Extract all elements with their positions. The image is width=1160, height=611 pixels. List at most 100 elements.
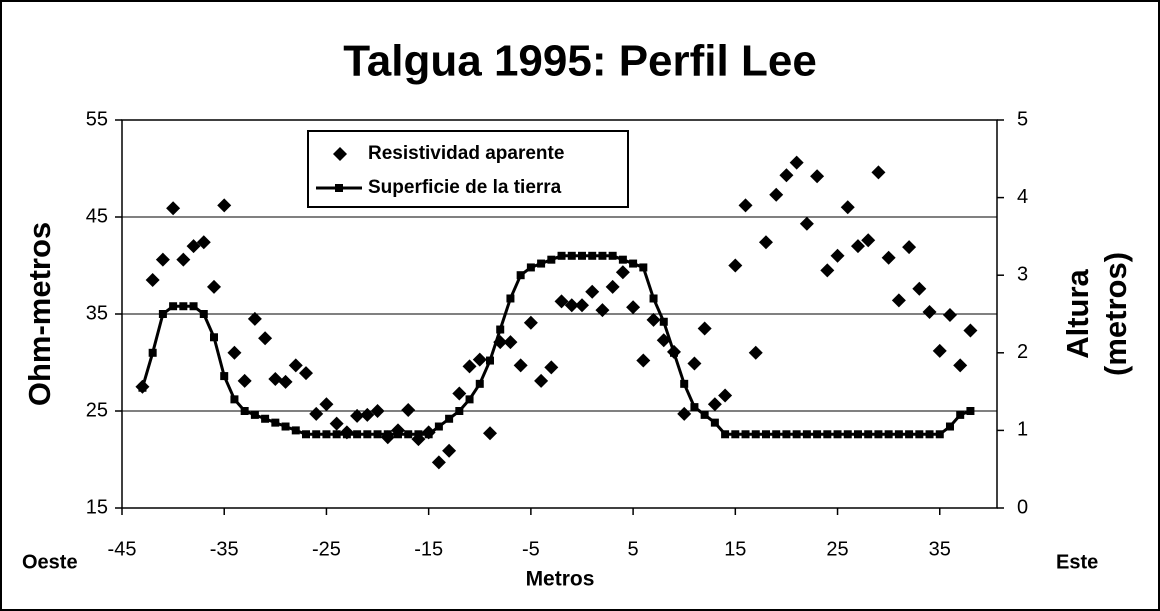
- point: [462, 359, 477, 374]
- line-marker: [751, 430, 760, 439]
- point: [534, 373, 549, 388]
- line-marker: [915, 430, 924, 439]
- line-marker: [680, 379, 689, 388]
- line-marker: [342, 430, 351, 439]
- line-marker: [874, 430, 883, 439]
- line-marker: [577, 251, 586, 260]
- line-marker: [598, 251, 607, 260]
- line-marker: [690, 403, 699, 412]
- point: [206, 279, 221, 294]
- point: [360, 407, 375, 422]
- y2-tick-label: 0: [1017, 496, 1028, 518]
- point: [227, 345, 242, 360]
- point: [472, 352, 487, 367]
- point: [503, 335, 518, 350]
- point: [605, 279, 620, 294]
- y-tick-label: 25: [86, 399, 108, 421]
- line-marker: [537, 259, 546, 268]
- line-marker: [169, 302, 178, 311]
- line-marker: [158, 310, 167, 318]
- point: [595, 303, 610, 318]
- point: [176, 252, 191, 267]
- point: [850, 239, 865, 254]
- point: [718, 388, 733, 403]
- line-marker: [567, 251, 576, 260]
- x-tick-label: 35: [929, 538, 951, 560]
- y2-tick-label: 2: [1017, 341, 1028, 363]
- line-marker: [404, 430, 413, 439]
- point: [707, 397, 722, 412]
- point: [452, 386, 467, 401]
- point: [932, 343, 947, 358]
- point: [482, 426, 497, 441]
- x-tick-label: -45: [108, 538, 137, 560]
- point: [145, 273, 160, 288]
- point: [401, 403, 416, 418]
- line-marker: [291, 426, 300, 435]
- point: [687, 356, 702, 371]
- point: [912, 281, 927, 296]
- point: [942, 307, 957, 322]
- line-marker: [209, 333, 218, 342]
- point: [442, 443, 457, 458]
- point: [902, 240, 917, 255]
- point: [564, 298, 579, 313]
- line-marker: [312, 430, 321, 439]
- point: [861, 233, 876, 248]
- point: [247, 311, 262, 326]
- line-marker: [434, 422, 443, 431]
- point: [574, 298, 589, 313]
- x-axis-label: Metros: [526, 568, 595, 591]
- point: [830, 248, 845, 263]
- point: [840, 200, 855, 215]
- plot-area: [121, 119, 998, 509]
- y-tick-label: 15: [86, 496, 108, 518]
- line-marker: [966, 407, 975, 415]
- y2-tick-label: 5: [1017, 108, 1028, 130]
- line-marker: [608, 251, 617, 260]
- x-tick-label: 15: [724, 538, 746, 560]
- point: [196, 235, 211, 250]
- point: [370, 404, 385, 418]
- point: [728, 258, 743, 273]
- point: [626, 300, 641, 315]
- point: [288, 358, 303, 373]
- y-tick-label: 55: [86, 108, 108, 130]
- line-marker: [935, 430, 944, 439]
- point: [431, 455, 446, 470]
- line-marker: [588, 251, 597, 260]
- line-marker: [700, 410, 709, 419]
- line-marker: [731, 430, 740, 439]
- line-marker: [884, 430, 893, 439]
- point: [350, 408, 365, 423]
- line-marker: [956, 410, 965, 419]
- point: [329, 416, 344, 431]
- line-marker: [925, 430, 934, 439]
- line-marker: [424, 430, 433, 439]
- point: [646, 312, 661, 327]
- point: [268, 371, 283, 386]
- line-marker: [669, 348, 678, 357]
- line-marker: [353, 430, 362, 439]
- legend-box: [307, 130, 629, 208]
- line-marker: [363, 430, 372, 439]
- line-marker: [485, 356, 494, 365]
- line-marker: [710, 418, 719, 427]
- line-marker: [281, 422, 290, 431]
- line-marker: [864, 430, 873, 439]
- line-marker: [332, 430, 341, 439]
- point: [217, 198, 232, 213]
- line-marker: [761, 430, 770, 439]
- line-marker: [455, 407, 464, 415]
- line-marker: [772, 430, 781, 439]
- legend-label: Resistividad aparente: [368, 143, 564, 164]
- point: [922, 305, 937, 320]
- line-marker: [301, 430, 310, 439]
- x-tick-label: -35: [210, 538, 239, 560]
- line-marker: [271, 418, 280, 427]
- line-marker: [475, 379, 484, 388]
- line-marker: [250, 410, 259, 419]
- point: [319, 397, 334, 412]
- line: [141, 254, 971, 436]
